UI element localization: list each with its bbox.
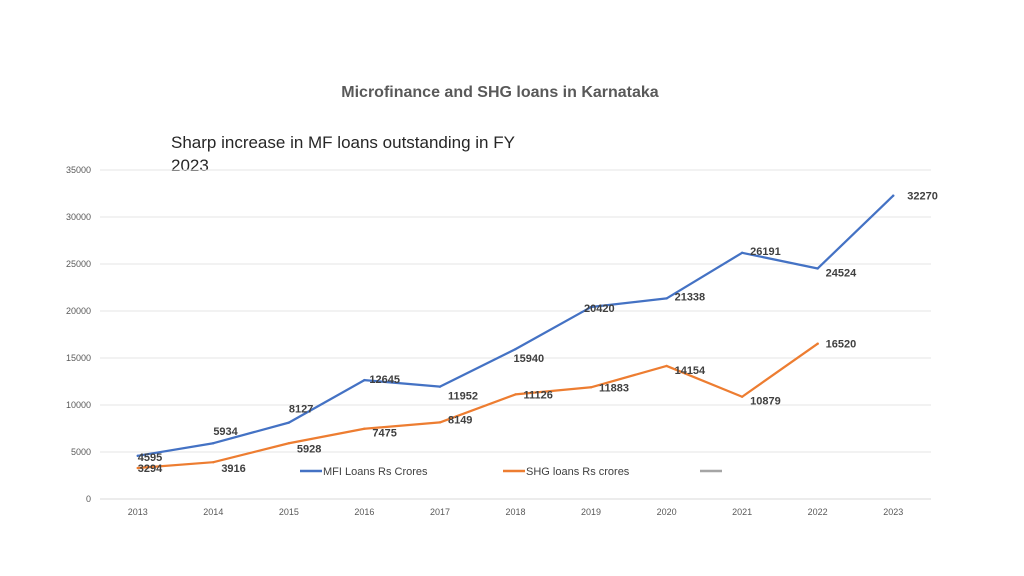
legend-label: MFI Loans Rs Crores <box>323 466 428 478</box>
data-point <box>816 342 819 345</box>
data-point <box>589 386 593 389</box>
data-point <box>740 251 744 255</box>
data-label: 11952 <box>448 391 478 403</box>
data-point <box>212 442 215 445</box>
data-labels: 4595 5934 8127 12645 11952 15940 20420 21338 261… <box>138 191 938 476</box>
x-tick-label: 2017 <box>430 507 450 517</box>
y-tick-label: 5000 <box>71 447 91 457</box>
data-label: 3294 <box>138 463 163 475</box>
data-label: 8127 <box>289 404 313 416</box>
data-label: 20420 <box>584 303 615 315</box>
y-tick-label: 15000 <box>66 353 91 363</box>
data-label: 4595 <box>138 452 162 464</box>
y-tick-label: 20000 <box>66 306 91 316</box>
data-label: 15940 <box>514 353 545 365</box>
data-point <box>287 421 291 424</box>
data-point <box>287 442 291 445</box>
data-point <box>363 427 366 430</box>
data-label: 3916 <box>221 463 245 475</box>
x-tick-label: 2013 <box>128 507 148 517</box>
x-tick-label: 2020 <box>657 507 677 517</box>
axes: 0 5000 10000 15000 20000 25000 30000 35000 2013 2… <box>66 165 903 517</box>
data-label: 7475 <box>372 428 396 440</box>
x-tick-label: 2018 <box>505 507 525 517</box>
x-tick-label: 2015 <box>279 507 299 517</box>
x-tick-label: 2016 <box>354 507 374 517</box>
data-label: 11126 <box>524 389 553 401</box>
data-point <box>892 194 895 197</box>
data-label: 26191 <box>750 246 781 258</box>
data-label: 21338 <box>675 291 706 303</box>
x-tick-label: 2023 <box>883 507 903 517</box>
x-tick-label: 2021 <box>732 507 752 517</box>
data-point <box>514 347 517 351</box>
data-point <box>740 395 744 398</box>
x-tick-label: 2019 <box>581 507 601 517</box>
series-line-1 <box>136 342 819 470</box>
data-label: 8149 <box>448 414 472 426</box>
data-label: 5928 <box>297 443 321 455</box>
data-label: 32270 <box>907 191 938 203</box>
data-point <box>816 267 819 270</box>
data-point <box>665 364 668 368</box>
data-label: 24524 <box>826 267 857 279</box>
data-point <box>438 421 442 424</box>
x-tick-label: 2014 <box>203 507 223 517</box>
y-tick-label: 35000 <box>66 165 91 175</box>
legend-label: SHG loans Rs crores <box>526 466 630 478</box>
data-point <box>514 393 517 396</box>
data-point <box>589 305 593 309</box>
data-point <box>438 385 442 388</box>
y-tick-label: 25000 <box>66 259 91 269</box>
data-label: 11883 <box>599 382 629 394</box>
data-label: 14154 <box>675 365 706 377</box>
series-lines <box>136 194 895 470</box>
data-label: 16520 <box>826 339 857 351</box>
data-point <box>212 460 215 464</box>
gridlines <box>100 169 931 500</box>
series-line-0 <box>136 194 895 457</box>
y-tick-label: 30000 <box>66 212 91 222</box>
y-tick-label: 10000 <box>66 400 91 410</box>
x-tick-label: 2022 <box>808 507 828 517</box>
legend: MFI Loans Rs Crores SHG loans Rs crores <box>300 466 722 478</box>
data-label: 10879 <box>750 396 781 408</box>
y-tick-label: 0 <box>86 494 91 504</box>
data-point <box>136 454 139 458</box>
data-point <box>363 378 366 382</box>
chart-title: Microfinance and SHG loans in Karnataka <box>341 84 659 101</box>
data-label: 12645 <box>369 374 400 386</box>
data-point <box>665 297 668 300</box>
data-point <box>136 466 139 470</box>
data-label: 5934 <box>213 426 238 438</box>
